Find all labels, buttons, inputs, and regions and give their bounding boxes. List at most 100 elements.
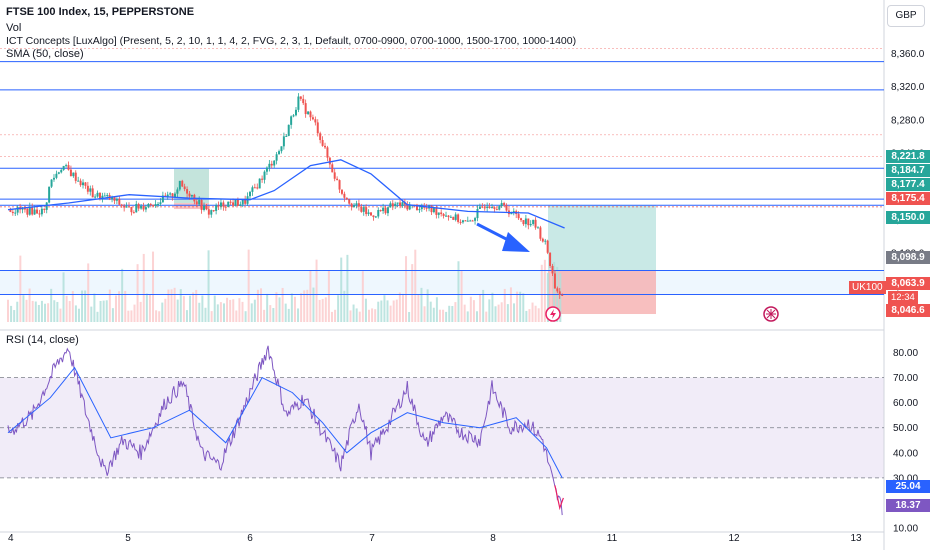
volume-bar xyxy=(497,304,500,322)
candle-body xyxy=(171,193,174,198)
candle-body xyxy=(157,203,160,205)
volume-bar xyxy=(371,308,374,322)
volume-bar xyxy=(176,299,179,322)
candle-body xyxy=(365,207,368,215)
candle-body xyxy=(457,214,460,222)
candle-body xyxy=(469,220,472,222)
ict-legend[interactable]: ICT Concepts [LuxAlgo] (Present, 5, 2, 1… xyxy=(6,35,577,47)
candle-body xyxy=(418,209,421,211)
volume-bar xyxy=(253,299,256,322)
candle-body xyxy=(40,208,43,215)
volume-bar xyxy=(37,304,40,322)
volume-bar xyxy=(398,292,401,322)
candle-body xyxy=(16,207,19,213)
candle-body xyxy=(219,202,222,207)
candle-body xyxy=(9,209,12,212)
volume-bar xyxy=(401,293,404,322)
candle-body xyxy=(503,203,506,206)
currency-button[interactable]: GBP xyxy=(887,5,925,27)
volume-bar xyxy=(213,295,216,322)
volume-bar xyxy=(275,292,278,322)
sma-legend[interactable]: SMA (50, close) xyxy=(6,48,84,60)
candle-body xyxy=(512,211,515,213)
candle-body xyxy=(505,205,508,211)
candle-body xyxy=(432,208,435,213)
volume-bar xyxy=(145,293,148,322)
candle-body xyxy=(425,207,428,209)
candle-body xyxy=(476,208,479,219)
volume-bar xyxy=(377,301,380,322)
candle-body xyxy=(52,177,55,180)
volume-bar xyxy=(454,302,457,322)
candle-body xyxy=(348,199,351,204)
volume-bar xyxy=(244,311,247,322)
candle-body xyxy=(111,196,114,200)
candle-body xyxy=(527,218,530,226)
rsi-tick: 10.00 xyxy=(893,524,918,535)
volume-bar xyxy=(374,309,377,322)
rsi-tick: 60.00 xyxy=(893,398,918,409)
volume-bar xyxy=(77,308,80,322)
volume-bar xyxy=(139,301,142,322)
candle-body xyxy=(74,172,77,181)
volume-bar xyxy=(540,264,543,322)
volume-bar xyxy=(13,310,16,322)
candle-body xyxy=(534,219,537,228)
candle-body xyxy=(244,199,247,204)
candle-body xyxy=(195,201,198,205)
candle-body xyxy=(48,186,51,203)
volume-bar xyxy=(337,295,340,322)
candle-body xyxy=(478,206,481,209)
candle-body xyxy=(379,210,382,212)
rsi-tick: 80.00 xyxy=(893,348,918,359)
candle-body xyxy=(203,205,206,210)
volume-bar xyxy=(315,259,318,322)
volume-bar xyxy=(124,290,127,322)
volume-bar xyxy=(260,288,263,322)
candle-body xyxy=(186,189,189,194)
candle-body xyxy=(357,203,360,207)
candle-body xyxy=(253,187,256,189)
candle-body xyxy=(536,227,539,229)
volume-bar xyxy=(155,310,158,322)
candle-body xyxy=(273,160,276,166)
candle-body xyxy=(265,167,268,172)
volume-bar xyxy=(525,310,528,322)
volume-bar xyxy=(235,310,238,322)
candle-body xyxy=(181,180,184,187)
price-badge: 8,046.6 xyxy=(886,304,930,317)
rsi-legend[interactable]: RSI (14, close) xyxy=(6,334,79,346)
volume-bar xyxy=(475,311,478,322)
volume-bar xyxy=(31,300,34,322)
rsi-value-badge: 25.04 xyxy=(886,480,930,493)
candle-body xyxy=(297,96,300,110)
volume-bar xyxy=(16,301,19,322)
volume-bar xyxy=(488,299,491,322)
candle-body xyxy=(251,187,254,192)
volume-bar xyxy=(522,293,525,322)
candle-body xyxy=(82,182,85,186)
candle-body xyxy=(21,208,24,210)
candle-body xyxy=(292,115,295,117)
vol-legend[interactable]: Vol xyxy=(6,22,22,34)
volume-bar xyxy=(318,299,321,322)
candle-body xyxy=(256,187,259,189)
time-tick: 11 xyxy=(607,533,618,544)
volume-bar xyxy=(47,303,50,322)
candle-body xyxy=(372,215,375,218)
candle-body xyxy=(367,212,370,215)
candle-body xyxy=(198,199,201,205)
candle-body xyxy=(556,288,559,292)
volume-bar xyxy=(59,308,62,322)
volume-bar xyxy=(272,308,275,322)
candle-body xyxy=(130,206,133,213)
candle-body xyxy=(261,178,264,180)
volume-bar xyxy=(297,308,300,322)
candle-body xyxy=(106,195,109,197)
price-badge: 8,177.4 xyxy=(886,178,930,191)
volume-bar xyxy=(281,287,284,322)
candle-body xyxy=(459,221,462,223)
volume-bar xyxy=(256,289,259,322)
candle-body xyxy=(152,204,155,207)
